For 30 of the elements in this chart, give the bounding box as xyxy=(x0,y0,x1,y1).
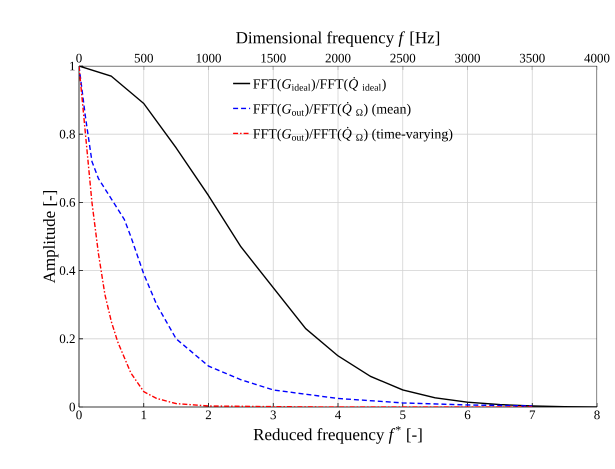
x-tick-label: 8 xyxy=(594,410,600,420)
legend-label: FFT(G$_{ideal}$)/FFT(Q̇$_{ideal}$) xyxy=(253,77,386,92)
x-tick-label: 1 xyxy=(142,410,146,420)
y-axis-title: Amplitude [-] xyxy=(43,190,58,284)
x-tick-label: 3 xyxy=(270,410,276,420)
y-tick-label: 1 xyxy=(70,62,75,70)
x2-tick-label: 0 xyxy=(76,54,82,62)
y-tick-label: 0.2 xyxy=(60,334,75,344)
x-tick-label: 7 xyxy=(530,410,536,419)
x-tick-label: 6 xyxy=(464,410,470,420)
x-axis-title: Reduced frequency f$^{*}$ [-] xyxy=(254,426,422,444)
x2-tick-label: 3500 xyxy=(520,54,545,62)
x-tick-label: 5 xyxy=(400,410,406,420)
x2-axis-title: Dimensional frequency f [Hz] xyxy=(236,31,440,47)
y-tick-label: 0 xyxy=(70,402,75,412)
x2-tick-label: 2500 xyxy=(390,54,416,62)
x2-tick-label: 2000 xyxy=(326,54,350,62)
legend-label: FFT(G$_{out}$)/FFT(Q̇$_{Ω}$) (time-varying) xyxy=(253,126,452,142)
y-tick-label: 0.6 xyxy=(60,198,76,207)
x2-tick-label: 3000 xyxy=(455,54,480,62)
x-tick-label: 0 xyxy=(76,410,82,420)
y-tick-label: 0.8 xyxy=(60,130,75,139)
x2-tick-label: 4000 xyxy=(584,54,610,62)
x-tick-label: 2 xyxy=(206,410,212,420)
x2-tick-label: 1500 xyxy=(261,54,286,62)
x2-tick-label: 1000 xyxy=(196,54,221,62)
x2-tick-label: 500 xyxy=(134,54,153,62)
x-tick-label: 4 xyxy=(335,410,342,420)
y-tick-label: 0.4 xyxy=(60,266,76,275)
legend-label: FFT(G$_{out}$)/FFT(Q̇$_{Ω}$) (mean) xyxy=(253,102,411,116)
